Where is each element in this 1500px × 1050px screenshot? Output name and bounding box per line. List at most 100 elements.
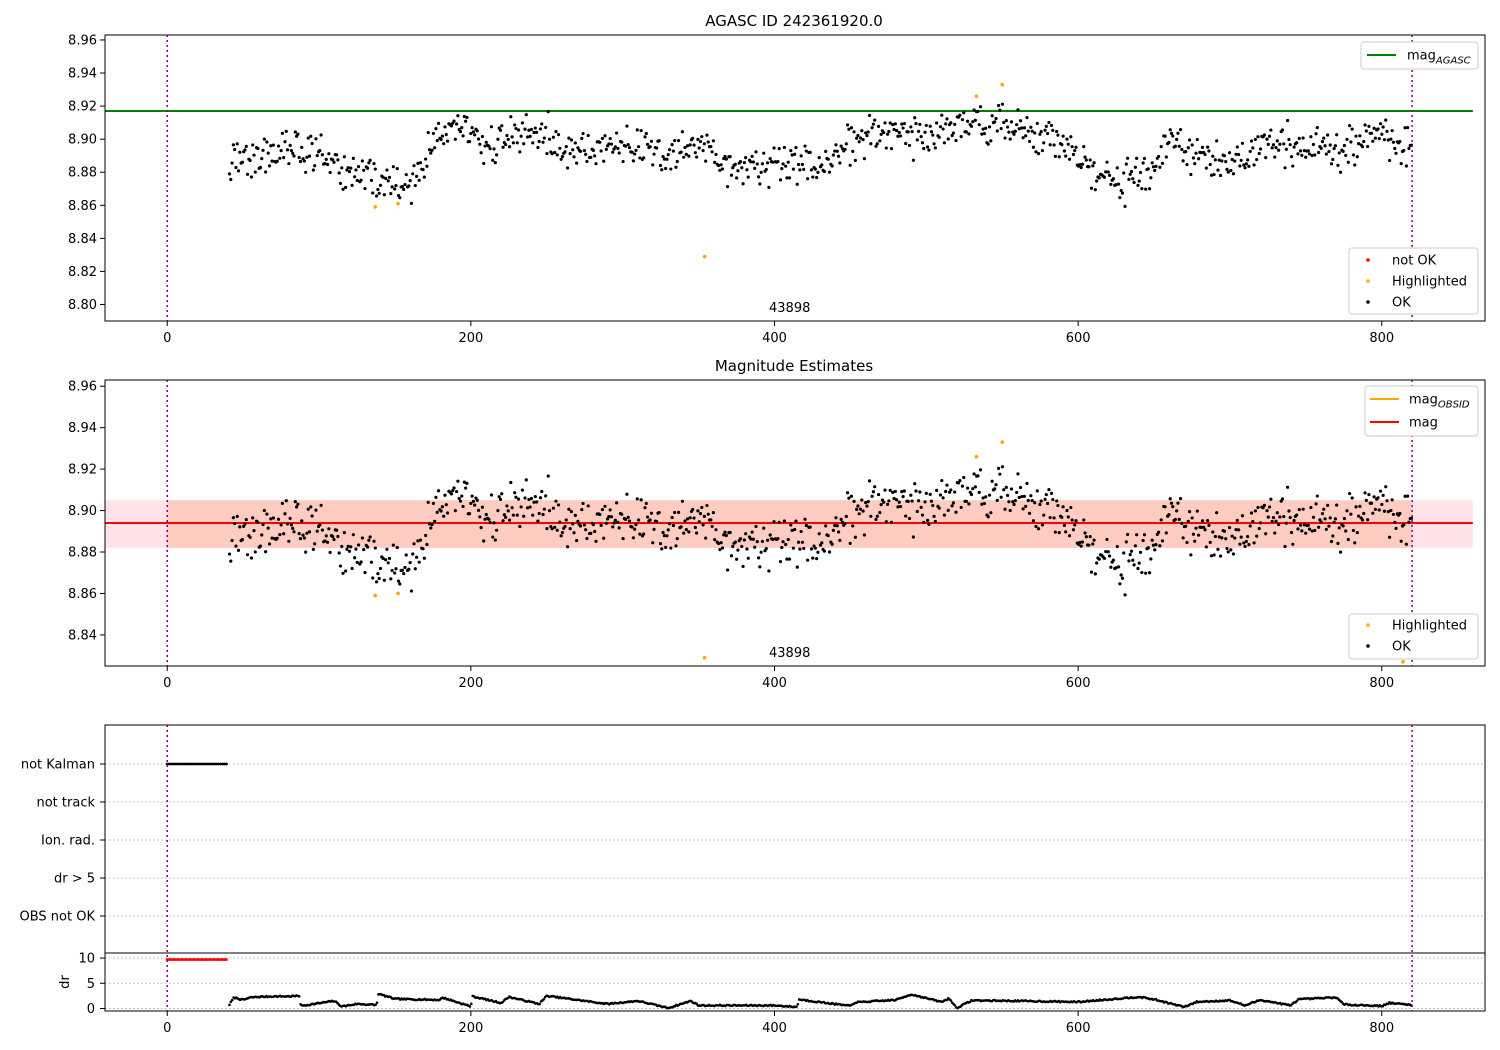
ok-point [334, 153, 339, 157]
ok-point [347, 549, 352, 553]
ok-point [789, 523, 793, 527]
ok-point [425, 164, 429, 168]
ok-point [643, 506, 647, 510]
ok-point [1327, 149, 1331, 154]
ok-point [390, 568, 394, 573]
ok-point [1153, 548, 1157, 552]
ok-point [1376, 127, 1380, 131]
ytick-label: 8.92 [68, 463, 97, 478]
ok-point [1231, 552, 1236, 556]
ok-point [598, 512, 602, 517]
ok-point [1274, 519, 1278, 523]
ok-point [878, 511, 882, 515]
ok-point [660, 168, 664, 172]
ok-point [636, 518, 641, 522]
ok-point [989, 511, 993, 515]
ok-point [1067, 157, 1072, 161]
flag-label: Ion. rad. [41, 834, 95, 849]
ok-point [559, 157, 563, 161]
ok-point [1083, 155, 1087, 159]
ok-point [1304, 531, 1308, 535]
ok-point [1345, 137, 1349, 141]
ok-point [1380, 132, 1384, 136]
highlighted-point [396, 591, 400, 596]
ok-point [510, 135, 514, 139]
ok-point [776, 159, 780, 164]
dr-point [542, 997, 546, 1001]
ok-point [751, 537, 756, 541]
ok-point [1175, 137, 1179, 141]
ok-point [649, 511, 654, 515]
ok-point [1191, 156, 1196, 160]
dr-notok-point [195, 958, 199, 961]
ok-point [256, 146, 260, 151]
ok-point [1012, 132, 1016, 136]
ok-point [790, 153, 794, 157]
ok-point [1033, 131, 1037, 135]
ok-point [227, 552, 232, 556]
ok-point [378, 183, 383, 187]
ok-point [1247, 543, 1251, 547]
ok-point [929, 130, 934, 134]
ok-point [969, 124, 974, 128]
ok-point [625, 492, 629, 496]
xtick-label: 600 [1066, 1021, 1091, 1036]
ok-point [571, 148, 575, 152]
ok-point [488, 147, 492, 151]
ok-point [230, 161, 234, 165]
ok-point [897, 500, 901, 504]
ok-point [1123, 593, 1127, 597]
ok-point [243, 522, 247, 526]
ok-point [350, 183, 354, 187]
ok-point [1240, 514, 1245, 518]
flag-point [169, 762, 173, 766]
ok-point [598, 140, 602, 144]
ok-point [550, 152, 554, 156]
ok-point [602, 159, 606, 163]
ok-point [571, 522, 575, 526]
legend-box [1348, 247, 1479, 315]
ok-point [657, 139, 661, 143]
ok-point [394, 567, 398, 571]
ok-point [802, 167, 806, 171]
ok-point [1208, 540, 1212, 544]
ok-point [369, 560, 374, 564]
ok-point [1399, 539, 1403, 543]
ok-point [276, 144, 281, 148]
ok-point [1176, 501, 1180, 505]
magnitude-panel: Magnitude Estimates 8.848.868.888.908.92… [68, 357, 1486, 691]
ok-point [1156, 154, 1161, 159]
ok-point [1138, 170, 1143, 175]
ok-point [1070, 145, 1074, 149]
ok-point [1087, 543, 1091, 547]
ok-point [389, 192, 393, 196]
flag-point [215, 762, 218, 766]
ok-point [604, 521, 608, 525]
ok-point [874, 517, 878, 522]
ok-point [589, 155, 593, 159]
ok-point [471, 130, 475, 134]
ok-point [315, 154, 319, 158]
ok-point [617, 526, 621, 530]
dr-point [228, 1003, 231, 1007]
ok-point [1107, 173, 1112, 177]
ok-point [569, 509, 574, 514]
ok-point [667, 148, 672, 152]
ok-point [603, 134, 607, 138]
ok-point [1102, 556, 1106, 560]
ok-point [1230, 534, 1234, 538]
ok-point [940, 478, 944, 483]
ok-point [564, 518, 568, 522]
ok-point [560, 530, 565, 535]
ok-point [336, 158, 340, 162]
ok-point [695, 155, 699, 159]
ok-point [522, 514, 526, 518]
ok-point [362, 168, 366, 172]
ok-point [487, 144, 491, 148]
ok-point [398, 582, 402, 586]
ok-point [1190, 143, 1194, 147]
ok-point [1200, 519, 1205, 523]
ok-point [742, 161, 746, 165]
ok-point [1227, 526, 1232, 530]
ok-point [718, 548, 722, 552]
